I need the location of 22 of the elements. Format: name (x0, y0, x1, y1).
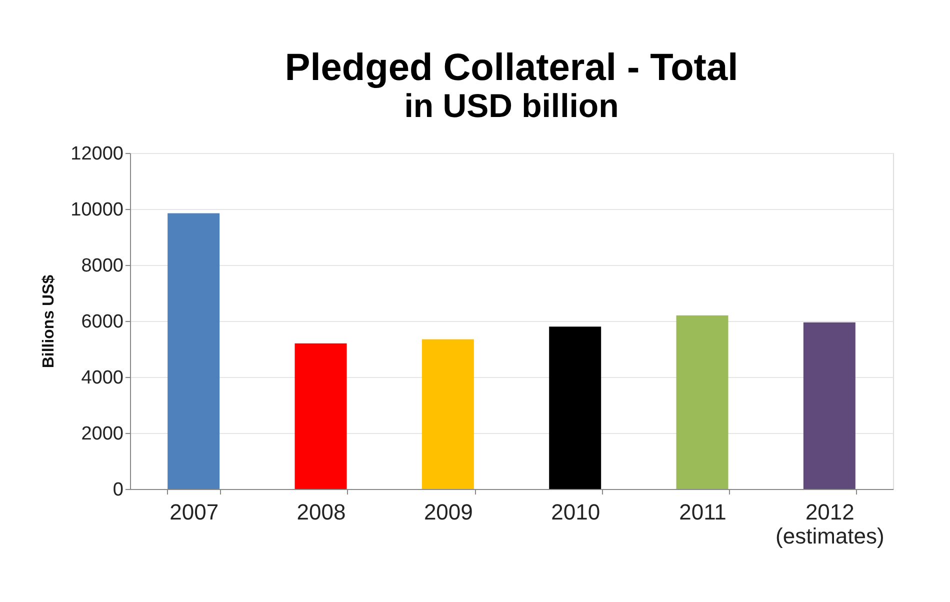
x-tick-label: 2010 (551, 500, 600, 524)
bar (549, 326, 602, 489)
y-tick-label: 8000 (81, 256, 124, 276)
x-tick-label: 2009 (424, 500, 473, 524)
x-tick-label: 2011 (679, 500, 726, 524)
y-axis-title: Billions US$ (40, 274, 58, 368)
x-tick-label: 2008 (296, 500, 346, 524)
y-tick-label: 0 (112, 480, 124, 500)
y-tick-label: 2000 (81, 424, 124, 444)
y-tick-label: 6000 (81, 312, 124, 332)
chart-title: Pledged Collateral - Total (284, 47, 738, 89)
bar (676, 315, 728, 489)
y-tick-label: 10000 (70, 200, 124, 220)
chart-subtitle: in USD billion (404, 87, 619, 124)
bar (803, 322, 856, 489)
x-tick-label: 2007 (170, 500, 219, 524)
bar (422, 339, 474, 489)
x-tick-label: 2012 (estimates) (776, 500, 884, 548)
bar (294, 343, 347, 489)
y-tick-label: 4000 (81, 368, 124, 388)
y-tick-label: 12000 (70, 144, 124, 164)
bar (168, 213, 220, 489)
